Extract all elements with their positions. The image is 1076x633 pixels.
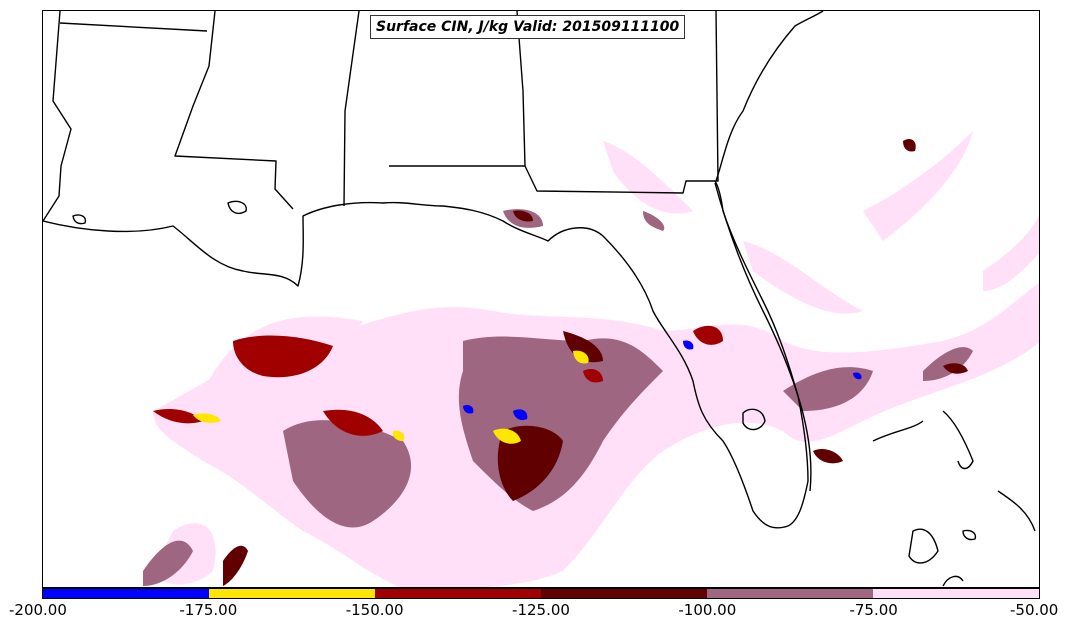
cin-field-red bbox=[153, 325, 723, 436]
colorbar-tick-label: -125.00 bbox=[512, 601, 570, 619]
map-title: Surface CIN, J/kg Valid: 201509111100 bbox=[370, 15, 686, 39]
colorbar-tick-label: -175.00 bbox=[179, 601, 238, 619]
colorbar bbox=[42, 588, 1040, 599]
cin-field-blue bbox=[463, 340, 862, 421]
colorbar-segment bbox=[873, 589, 1039, 598]
cin-field-yellow bbox=[193, 350, 589, 444]
colorbar-segment bbox=[375, 589, 541, 598]
colorbar-tick-label: -150.00 bbox=[345, 601, 404, 619]
cin-map bbox=[43, 11, 1039, 587]
cin-field-dark-red bbox=[223, 139, 968, 586]
map-panel bbox=[42, 10, 1040, 588]
colorbar-segment bbox=[541, 589, 707, 598]
coastline-and-state-borders bbox=[43, 11, 1036, 587]
colorbar-tick-label: -200.00 bbox=[9, 601, 67, 619]
colorbar-segment bbox=[43, 589, 209, 598]
colorbar-segment bbox=[209, 589, 375, 598]
colorbar-tick-label: -50.00 bbox=[1010, 601, 1059, 619]
colorbar-tick-label: -75.00 bbox=[849, 601, 898, 619]
colorbar-tick-label: -100.00 bbox=[678, 601, 737, 619]
colorbar-segment bbox=[707, 589, 873, 598]
